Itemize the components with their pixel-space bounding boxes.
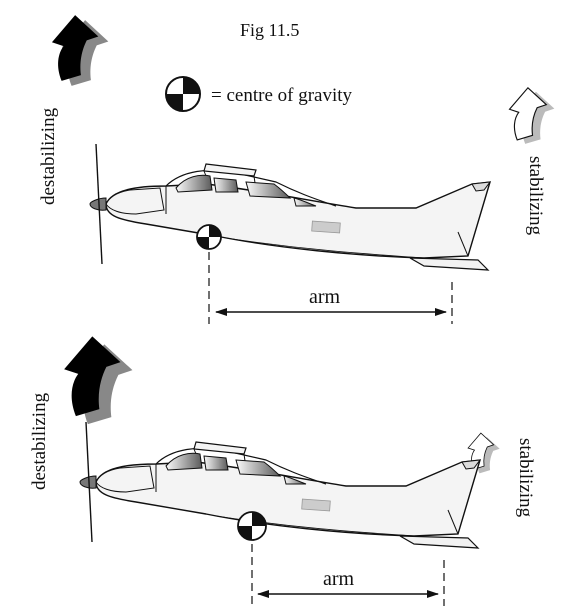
stabilizing-label: stabilizing (525, 156, 546, 236)
stabilizing-arrow-icon (508, 87, 555, 144)
arm-dimension-2 (251, 544, 445, 606)
arm-label: arm (323, 568, 355, 590)
destabilizing-label: destabilizing (38, 107, 59, 205)
cg-symbol-icon (165, 76, 201, 112)
destabilizing-label: destabilizing (29, 392, 50, 490)
destabilizing-arrow-icon (51, 15, 109, 86)
stabilizing-label: stabilizing (515, 438, 536, 518)
cg-marker-1 (196, 224, 222, 250)
panel-2: destabilizing stabilizing arm (29, 336, 536, 606)
arm-dimension-1 (208, 252, 453, 324)
arm-label: arm (309, 286, 341, 308)
aircraft-1 (89, 143, 491, 271)
cg-legend-text: = centre of gravity (211, 85, 353, 106)
destabilizing-arrow-icon (64, 336, 133, 425)
cg-legend: = centre of gravity (165, 76, 353, 112)
panel-1: destabilizing stabilizing arm (38, 15, 555, 324)
cg-marker-2 (237, 511, 267, 541)
figure-label: Fig 11.5 (240, 20, 299, 40)
aircraft-2 (79, 421, 481, 549)
